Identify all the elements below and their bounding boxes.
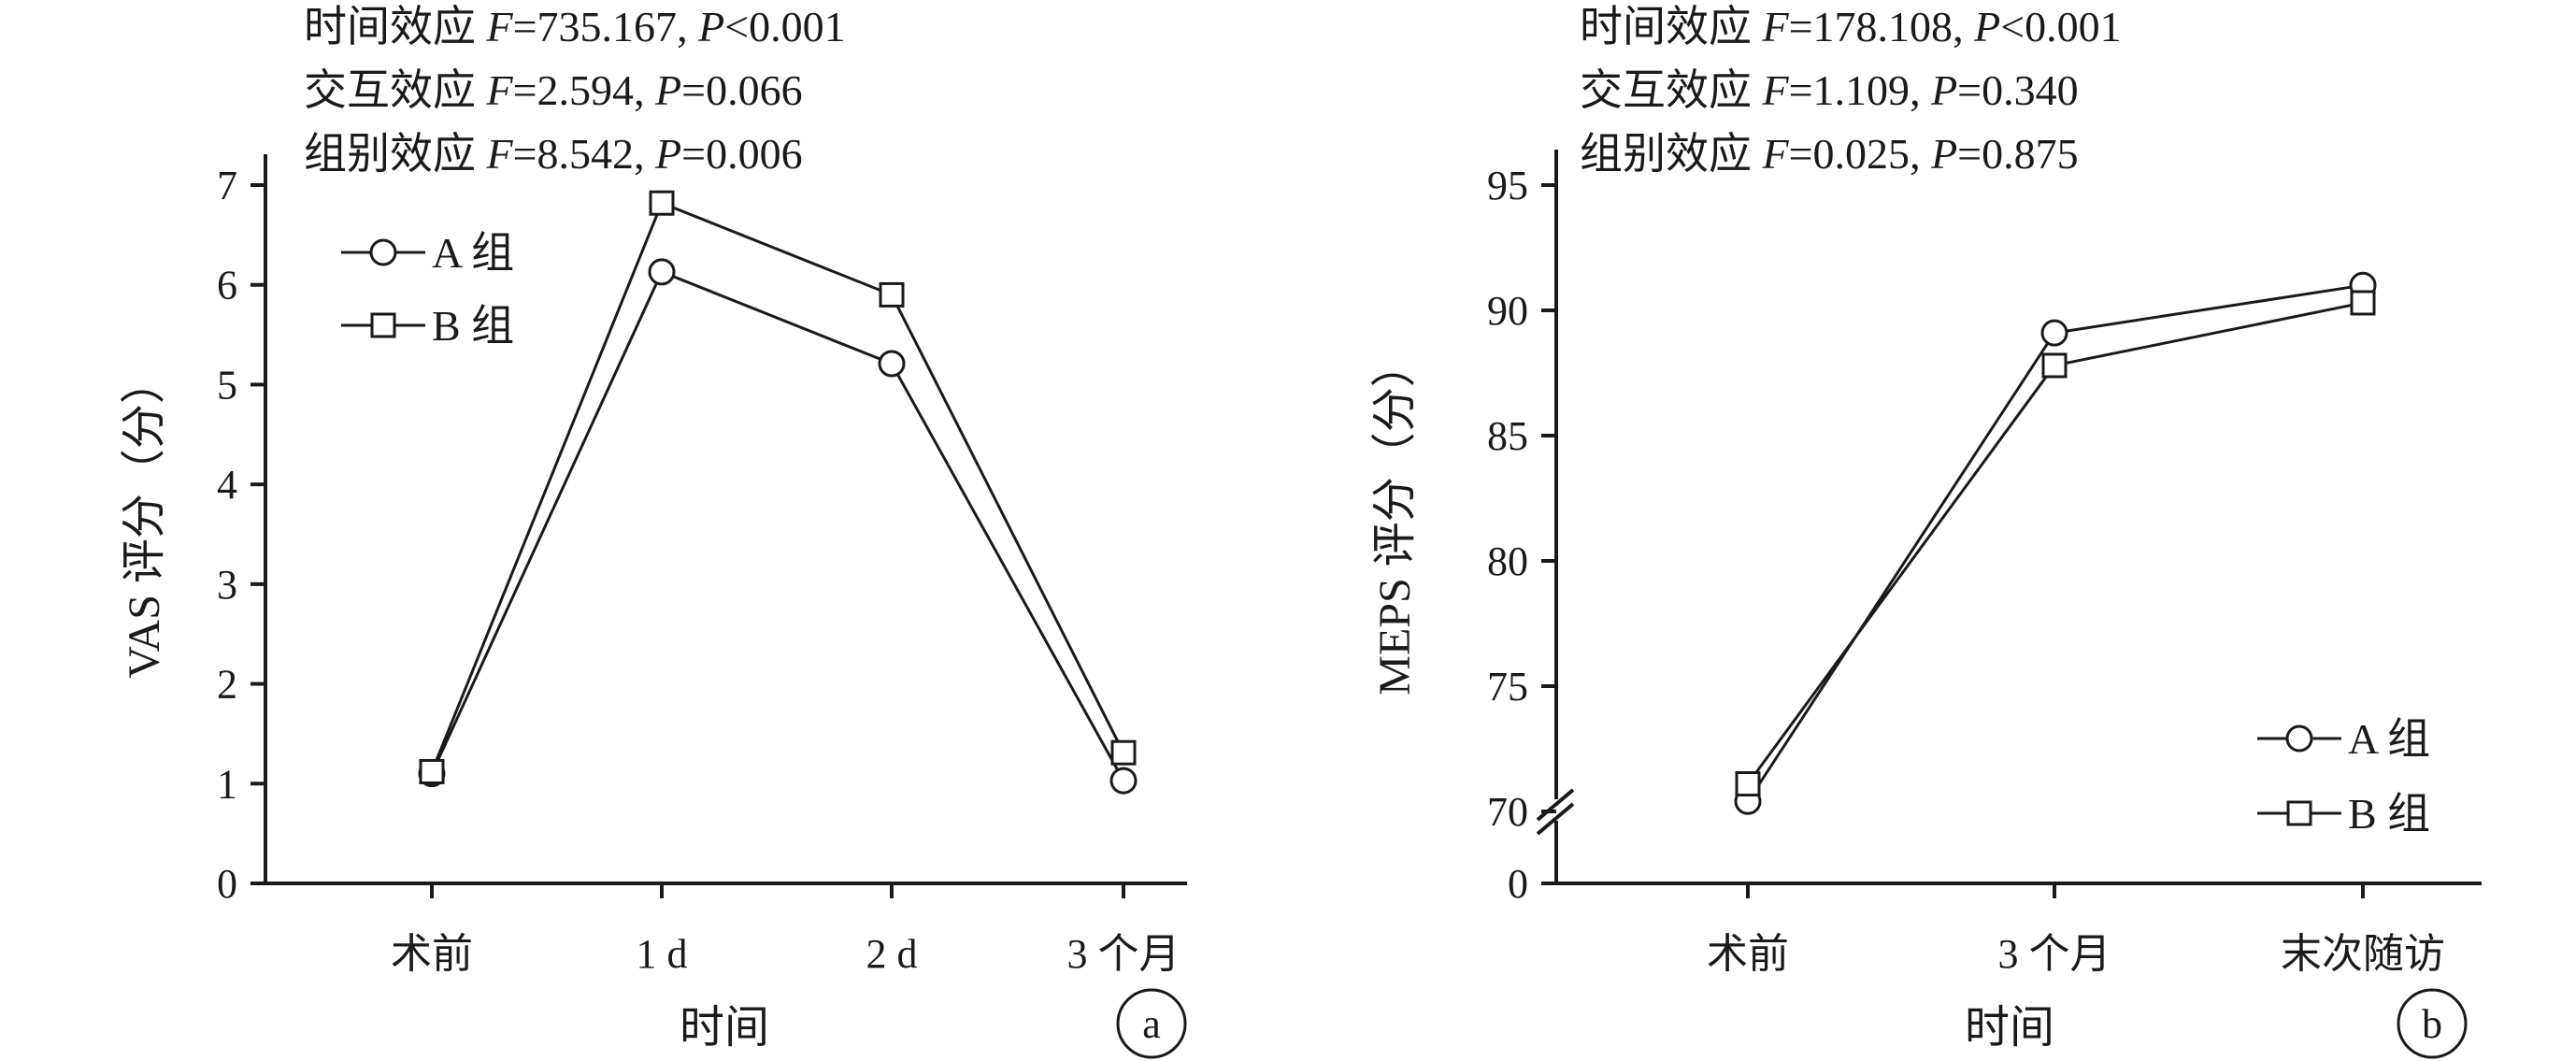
y-tick-label-a-6: 6 <box>217 263 237 308</box>
legend-a: A 组 B 组 <box>341 229 514 350</box>
series-line-a-1 <box>430 201 1125 773</box>
series-b <box>1734 271 2377 815</box>
y-tick-label-a-2: 2 <box>217 662 237 708</box>
x-axis-label-a: 时间 <box>680 1003 769 1053</box>
point-b-s0-1 <box>2040 319 2068 347</box>
point-b-s1-1 <box>2041 352 2068 379</box>
point-a-s1-1 <box>649 190 675 216</box>
point-b-s1-2 <box>2350 290 2376 316</box>
legend-label-a-group-a: A 组 <box>432 229 514 277</box>
axis-break-mark-2 <box>1536 802 1575 836</box>
stat-line-b-2: 交互效应 F=1.109, P=0.340 <box>1580 66 2079 114</box>
x-tick-label-b-2: 末次随访 <box>2281 931 2445 977</box>
point-b-s1-0 <box>1735 771 1761 797</box>
legend-label-b-group-a: A 组 <box>2348 715 2430 763</box>
legend-marker-circle-b <box>2285 724 2313 753</box>
y-tick-label-a-1: 1 <box>217 761 237 807</box>
legend-label-a-group-b: B 组 <box>432 302 514 350</box>
y-ticks-b: 0 70 75 80 85 90 95 <box>1487 163 1556 907</box>
x-tick-label-a-3: 3 个月 <box>1067 931 1181 977</box>
x-ticks-b: 术前 3 个月 末次随访 <box>1707 883 2445 977</box>
y-tick-label-a-7: 7 <box>217 163 237 208</box>
y-tick-label-a-4: 4 <box>217 462 237 508</box>
y-ticks-a: 0 1 2 3 4 5 6 7 <box>217 163 265 907</box>
y-tick-label-b-2: 75 <box>1487 664 1528 710</box>
panel-tag-a: a <box>1116 988 1187 1059</box>
y-tick-label-a-5: 5 <box>217 362 237 408</box>
y-tick-label-b-0: 0 <box>1508 861 1528 907</box>
legend-label-b-group-b: B 组 <box>2348 790 2430 838</box>
y-tick-label-a-3: 3 <box>217 562 237 608</box>
point-a-s1-3 <box>1110 739 1137 766</box>
x-axis-label-b: 时间 <box>1965 1003 2054 1053</box>
point-a-s0-1 <box>648 258 676 286</box>
panel-tag-text-b: b <box>2422 1001 2442 1047</box>
x-ticks-a: 术前 1 d 2 d 3 个月 <box>391 883 1181 977</box>
x-tick-label-a-0: 术前 <box>391 931 473 977</box>
panel-tag-circle-b <box>2397 988 2468 1059</box>
stat-line-b-1: 时间效应 F=178.108, P<0.001 <box>1580 3 2122 50</box>
panel-tag-b: b <box>2397 988 2468 1059</box>
series-a <box>418 190 1138 795</box>
legend-marker-square-b <box>2286 800 2312 826</box>
x-tick-label-b-0: 术前 <box>1707 931 1789 977</box>
axis-break-mark-1 <box>1536 788 1575 822</box>
stat-line-a-3: 组别效应 F=8.542, P=0.006 <box>304 130 803 178</box>
y-tick-label-a-0: 0 <box>217 861 237 907</box>
panel-tag-text-a: a <box>1142 1001 1161 1047</box>
legend-marker-circle-a <box>369 238 397 266</box>
stat-line-a-2: 交互效应 F=2.594, P=0.066 <box>304 66 803 114</box>
y-axis-label-a: VAS 评分（分） <box>120 359 169 679</box>
stats-block-b: 时间效应 F=178.108, P<0.001 交互效应 F=1.109, P=… <box>1580 3 2122 178</box>
panel-tag-circle-a <box>1116 988 1187 1059</box>
legend-b: A 组 B 组 <box>2257 715 2430 838</box>
series-line-a-0 <box>430 269 1125 781</box>
panel-b-meps-chart: 时间效应 F=178.108, P<0.001 交互效应 F=1.109, P=… <box>1370 3 2482 1059</box>
x-tick-label-a-2: 2 d <box>866 931 918 977</box>
point-a-s1-0 <box>419 758 445 784</box>
y-tick-label-b-1: 70 <box>1487 789 1528 835</box>
stat-line-b-3: 组别效应 F=0.025, P=0.875 <box>1580 130 2079 178</box>
stats-block-a: 时间效应 F=735.167, P<0.001 交互效应 F=2.594, P=… <box>304 3 846 178</box>
x-tick-label-b-1: 3 个月 <box>1998 931 2111 977</box>
y-tick-label-b-4: 85 <box>1487 413 1528 459</box>
point-a-s1-2 <box>879 281 905 308</box>
y-axis-label-b: MEPS 评分（分） <box>1370 342 1420 695</box>
point-a-s0-2 <box>878 350 906 378</box>
legend-marker-square-a <box>370 312 396 338</box>
stat-line-a-1: 时间效应 F=735.167, P<0.001 <box>304 3 846 50</box>
panel-a-vas-chart: 时间效应 F=735.167, P<0.001 交互效应 F=2.594, P=… <box>120 3 1187 1059</box>
x-tick-label-a-1: 1 d <box>637 931 688 977</box>
point-a-s0-3 <box>1109 767 1138 795</box>
y-tick-label-b-3: 80 <box>1487 538 1528 584</box>
y-tick-label-b-6: 95 <box>1487 163 1528 208</box>
y-tick-label-b-5: 90 <box>1487 288 1528 334</box>
